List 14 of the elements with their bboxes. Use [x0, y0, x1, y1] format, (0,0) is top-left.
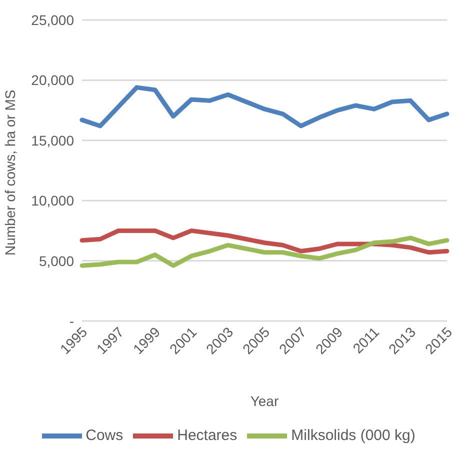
line-series [80, 85, 450, 128]
legend-label: Milksolids (000 kg) [291, 426, 416, 444]
x-axis-title: Year [250, 393, 279, 409]
y-tick-label: - [69, 312, 74, 329]
y-tick-label: 15,000 [31, 132, 74, 148]
y-tick-label: 20,000 [31, 72, 74, 88]
legend-label: Cows [86, 426, 124, 444]
y-tick-label: 10,000 [31, 192, 74, 209]
line-series [80, 228, 450, 255]
y-tick-label: 5,000 [38, 252, 74, 269]
y-axis-title: Number of cows, ha or MS [2, 90, 18, 256]
line-series [80, 236, 450, 268]
legend-label: Hectares [177, 426, 238, 444]
y-tick-label: 25,000 [31, 12, 74, 28]
